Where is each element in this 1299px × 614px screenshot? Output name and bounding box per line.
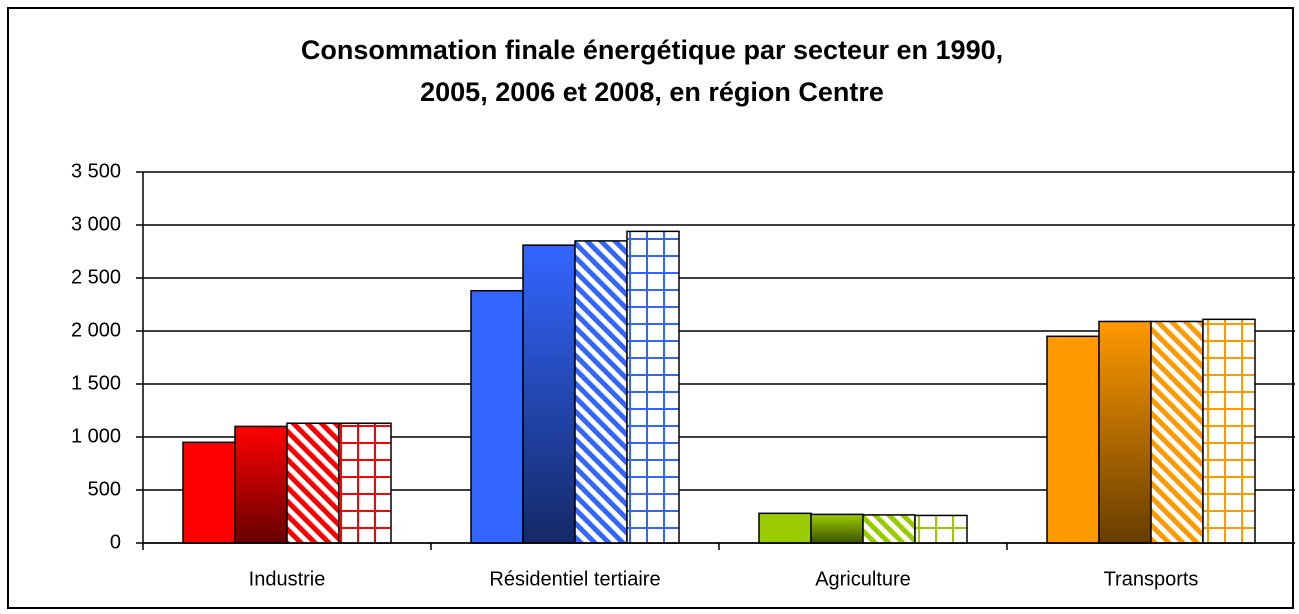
- bar: [522, 244, 576, 544]
- y-tick-label: 2 500: [71, 266, 121, 288]
- y-tick-label: 2 000: [71, 319, 121, 341]
- bar: [1150, 320, 1204, 544]
- x-tick-label: Agriculture: [815, 568, 911, 590]
- bar: [626, 230, 680, 544]
- bar: [862, 514, 916, 544]
- y-tick-label: 500: [88, 478, 121, 500]
- chart-subtitle: 2005, 2006 et 2008, en région Centre: [420, 77, 884, 107]
- bar: [182, 441, 236, 544]
- y-tick-label: 3 000: [71, 213, 121, 235]
- x-tick-label: Transports: [1104, 568, 1199, 590]
- bar: [914, 514, 968, 544]
- bar: [470, 289, 524, 544]
- y-tick-label: 0: [110, 531, 121, 553]
- x-tick-label: Industrie: [249, 568, 326, 590]
- y-tick-label: 1 500: [71, 372, 121, 394]
- bar: [286, 422, 340, 544]
- bar: [234, 425, 288, 544]
- bar: [758, 512, 812, 544]
- x-tick-label: Résidentiel tertiaire: [489, 568, 660, 590]
- bar: [1098, 320, 1152, 544]
- bar: [574, 240, 628, 544]
- bar: [1202, 318, 1256, 544]
- bar: [1046, 335, 1100, 544]
- y-tick-label: 1 000: [71, 425, 121, 447]
- bar: [810, 513, 864, 544]
- bar: [338, 422, 392, 544]
- y-tick-label: 3 500: [71, 160, 121, 182]
- chart-title: Consommation finale énergétique par sect…: [301, 35, 1003, 65]
